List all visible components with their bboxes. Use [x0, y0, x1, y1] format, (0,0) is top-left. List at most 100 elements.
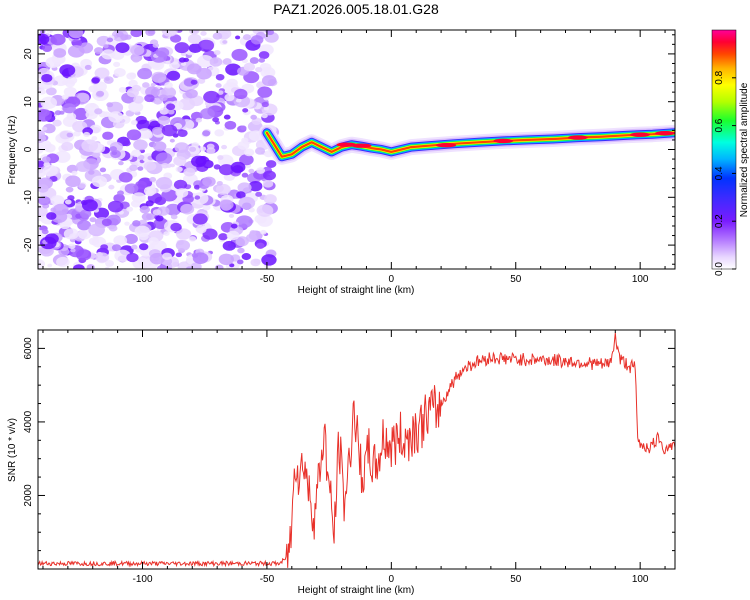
noise-blob	[222, 58, 232, 65]
noise-blob	[139, 205, 151, 214]
noise-blob	[79, 209, 92, 219]
noise-blob	[221, 144, 228, 150]
noise-blob	[108, 225, 118, 232]
noise-blob	[38, 160, 45, 168]
noise-blob	[106, 37, 114, 43]
noise-blob	[255, 147, 266, 155]
noise-blob	[91, 175, 108, 188]
noise-blob	[255, 66, 263, 73]
noise-blob	[253, 258, 261, 264]
noise-blob	[94, 67, 110, 79]
noise-blob	[131, 149, 142, 158]
noise-blob	[260, 229, 267, 235]
noise-blob	[240, 125, 247, 131]
noise-blob	[202, 176, 216, 187]
noise-blob	[256, 242, 265, 249]
noise-blob	[118, 87, 127, 93]
noise-blob	[170, 34, 182, 43]
colorbar-tick-label: 0.2	[714, 214, 725, 228]
noise-blob	[46, 30, 54, 34]
noise-blob	[67, 195, 75, 201]
noise-blob	[45, 87, 57, 96]
noise-blob	[83, 131, 91, 138]
noise-blob	[124, 183, 139, 194]
noise-blob	[111, 244, 122, 252]
noise-blob	[128, 101, 144, 113]
noise-blob	[242, 108, 249, 113]
noise-blob	[81, 139, 99, 152]
noise-blob	[95, 252, 110, 263]
noise-blob	[130, 119, 138, 126]
snr-frame	[37, 329, 676, 570]
ridge-peak	[436, 142, 457, 148]
noise-blob	[151, 71, 167, 83]
snr-x-label: Height of straight line (km)	[298, 585, 415, 596]
noise-blob	[214, 129, 225, 137]
noise-blob	[236, 259, 244, 265]
noise-blob	[41, 73, 53, 83]
noise-blob	[245, 233, 258, 243]
noise-blob	[157, 115, 171, 126]
y-tick-label: 10	[23, 96, 34, 108]
noise-blob	[66, 112, 77, 121]
noise-blob	[196, 67, 212, 80]
noise-blob	[183, 167, 196, 177]
noise-blob	[40, 96, 58, 109]
noise-blob	[131, 192, 146, 203]
noise-blob	[155, 47, 170, 58]
noise-blob	[131, 244, 138, 250]
noise-blob	[159, 94, 168, 102]
noise-blob	[73, 130, 81, 137]
ridge-peak	[630, 132, 651, 137]
noise-blob	[89, 217, 97, 223]
noise-blob	[118, 160, 124, 166]
noise-blob	[155, 152, 173, 165]
noise-blob	[137, 166, 144, 171]
noise-blob	[190, 155, 207, 168]
noise-blob	[230, 223, 238, 229]
noise-blob	[141, 212, 152, 221]
noise-blob	[213, 50, 221, 56]
noise-blob	[91, 77, 100, 84]
noise-blob	[75, 161, 91, 172]
noise-blob	[155, 177, 173, 190]
noise-blob	[169, 138, 175, 143]
noise-blob	[261, 75, 277, 87]
noise-blob	[174, 42, 190, 54]
noise-blob	[152, 141, 167, 152]
noise-blob	[243, 62, 256, 72]
noise-blob	[261, 113, 268, 119]
spectrogram-y-label: Frequency (Hz)	[7, 116, 18, 185]
noise-blob	[94, 108, 103, 115]
noise-blob	[137, 128, 152, 139]
noise-blob	[203, 90, 220, 104]
noise-blob	[143, 161, 157, 171]
noise-blob	[248, 180, 263, 192]
noise-blob	[219, 164, 234, 176]
noise-blob	[115, 42, 130, 53]
noise-blob	[101, 49, 116, 60]
noise-blob	[200, 31, 207, 36]
chart-title: PAZ1.2026.005.18.01.G28	[273, 1, 439, 17]
noise-blob	[170, 214, 178, 220]
noise-blob	[250, 114, 257, 120]
noise-blob	[237, 182, 252, 193]
x-tick-label: 0	[389, 574, 395, 585]
noise-blob	[258, 57, 266, 63]
noise-blob	[113, 235, 128, 246]
noise-blob	[38, 109, 53, 122]
noise-blob	[91, 136, 98, 141]
noise-blob	[189, 146, 197, 152]
noise-blob	[235, 215, 253, 228]
noise-blob	[46, 212, 57, 220]
noise-blob	[106, 102, 114, 108]
noise-blob	[118, 172, 133, 183]
noise-blob	[59, 64, 76, 77]
noise-blob	[202, 228, 218, 240]
noise-blob	[175, 166, 183, 173]
noise-blob	[62, 103, 76, 114]
noise-blob	[64, 199, 72, 205]
noise-blob	[242, 34, 251, 41]
noise-blob	[42, 165, 58, 177]
